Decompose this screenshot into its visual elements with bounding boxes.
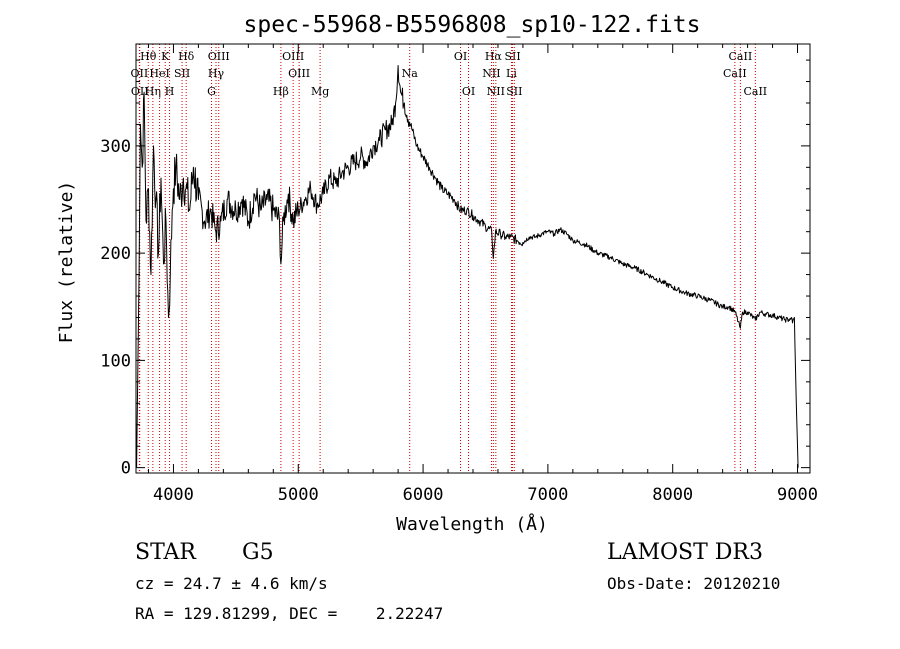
marker-label: OII xyxy=(131,67,149,80)
sky-coordinates: RA = 129.81299, DEC = 2.22247 xyxy=(135,604,444,623)
marker-label: Li xyxy=(506,67,517,80)
object-subclass: G5 xyxy=(242,540,274,565)
x-tick-label: 8000 xyxy=(652,485,693,505)
x-axis: 4000 5000 6000 7000 8000 9000 xyxy=(147,44,818,505)
marker-label: Hγ xyxy=(208,67,225,80)
marker-label: Na xyxy=(402,67,419,80)
spectrum-line xyxy=(136,65,799,468)
marker-label: NII xyxy=(487,85,505,98)
chart-title: spec-55968-B5596808_sp10-122.fits xyxy=(244,12,701,38)
x-tick-label: 9000 xyxy=(777,485,818,505)
y-tick-label: 200 xyxy=(100,244,131,264)
marker-label: CaII xyxy=(729,50,753,63)
marker-label: OIII xyxy=(282,50,304,63)
marker-label: CaII xyxy=(723,67,747,80)
marker-label: H xyxy=(165,85,175,98)
marker-label: SII xyxy=(504,50,520,63)
y-tick-label: 100 xyxy=(100,351,131,371)
y-tick-label: 300 xyxy=(100,137,131,157)
y-axis-label: Flux (relative) xyxy=(56,181,77,344)
marker-label: NII xyxy=(482,67,500,80)
marker-label: OIII xyxy=(288,67,310,80)
plot-frame xyxy=(135,43,811,474)
x-axis-label: Wavelength (Å) xyxy=(396,513,548,535)
marker-label: K xyxy=(161,50,170,63)
x-tick-label: 7000 xyxy=(527,485,568,505)
marker-label: G xyxy=(207,85,216,98)
marker-label: OIII xyxy=(208,50,230,63)
observation-date: Obs-Date: 20120210 xyxy=(607,574,781,593)
x-tick-label: 5000 xyxy=(278,485,319,505)
y-tick-label: 0 xyxy=(121,459,131,479)
marker-label: Hη xyxy=(145,85,161,98)
marker-label: Hθ xyxy=(140,50,157,63)
marker-label: Hα xyxy=(485,50,503,63)
marker-label: OI xyxy=(462,85,475,98)
marker-label: Hδ xyxy=(178,50,195,63)
redshift-velocity: cz = 24.7 ± 4.6 km/s xyxy=(135,574,328,593)
x-tick-label: 6000 xyxy=(403,485,444,505)
marker-label: SII xyxy=(506,85,522,98)
marker-label: Hβ xyxy=(273,85,289,98)
marker-label: HeI xyxy=(149,67,169,80)
marker-label: Mg xyxy=(311,85,329,98)
object-class: STAR xyxy=(135,540,196,565)
survey-name: LAMOST DR3 xyxy=(607,540,763,565)
y-axis: 0 100 200 300 xyxy=(100,59,810,479)
x-tick-label: 4000 xyxy=(153,485,194,505)
marker-label: OI xyxy=(454,50,467,63)
marker-label: CaII xyxy=(743,85,767,98)
marker-label: SII xyxy=(174,67,190,80)
